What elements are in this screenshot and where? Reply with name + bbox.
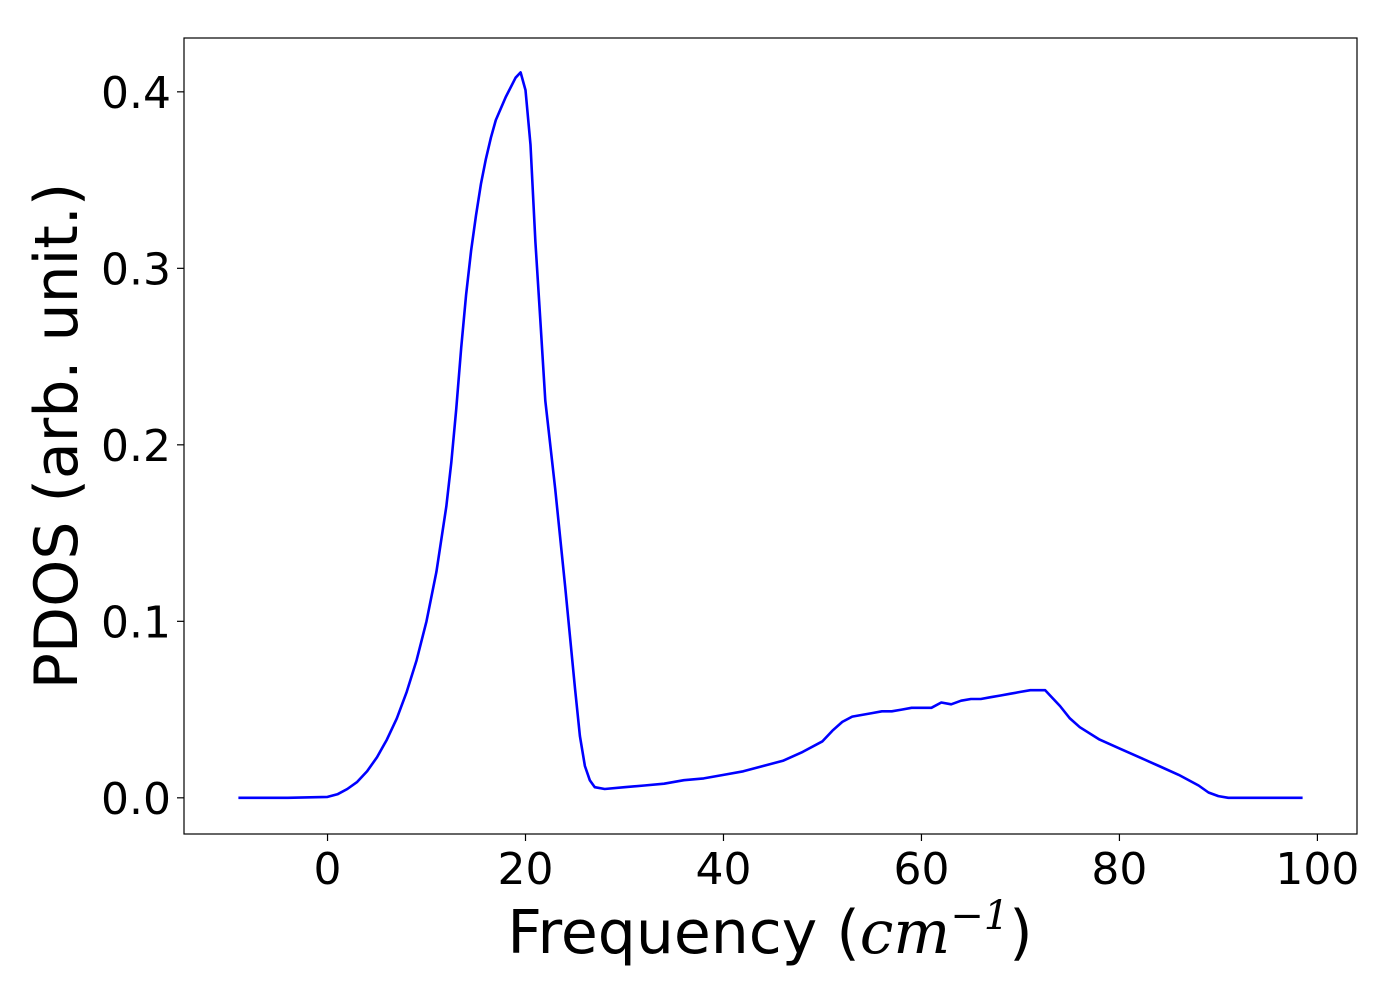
y-tick-label: 0.0 bbox=[101, 774, 171, 825]
y-axis-title: PDOS (arb. unit.) bbox=[22, 183, 92, 690]
x-tick-label: 40 bbox=[695, 844, 751, 895]
x-tick-label: 0 bbox=[314, 844, 342, 895]
y-tick-label: 0.1 bbox=[101, 597, 171, 648]
y-tick-label: 0.3 bbox=[101, 244, 171, 295]
y-tick-label: 0.4 bbox=[101, 68, 171, 119]
x-tick-label: 80 bbox=[1091, 844, 1147, 895]
x-tick-label: 60 bbox=[893, 844, 949, 895]
plot-area-frame bbox=[183, 37, 1358, 835]
x-axis: 0 20 40 60 80 100 bbox=[314, 834, 1359, 895]
x-tick-label: 100 bbox=[1275, 844, 1359, 895]
pdos-series-line bbox=[238, 71, 1303, 800]
y-tick-label: 0.2 bbox=[101, 421, 171, 472]
x-tick-label: 20 bbox=[498, 844, 554, 895]
x-axis-title: Frequency (cm−1) bbox=[507, 893, 1032, 968]
y-axis: 0.0 0.1 0.2 0.3 0.4 bbox=[101, 68, 184, 825]
